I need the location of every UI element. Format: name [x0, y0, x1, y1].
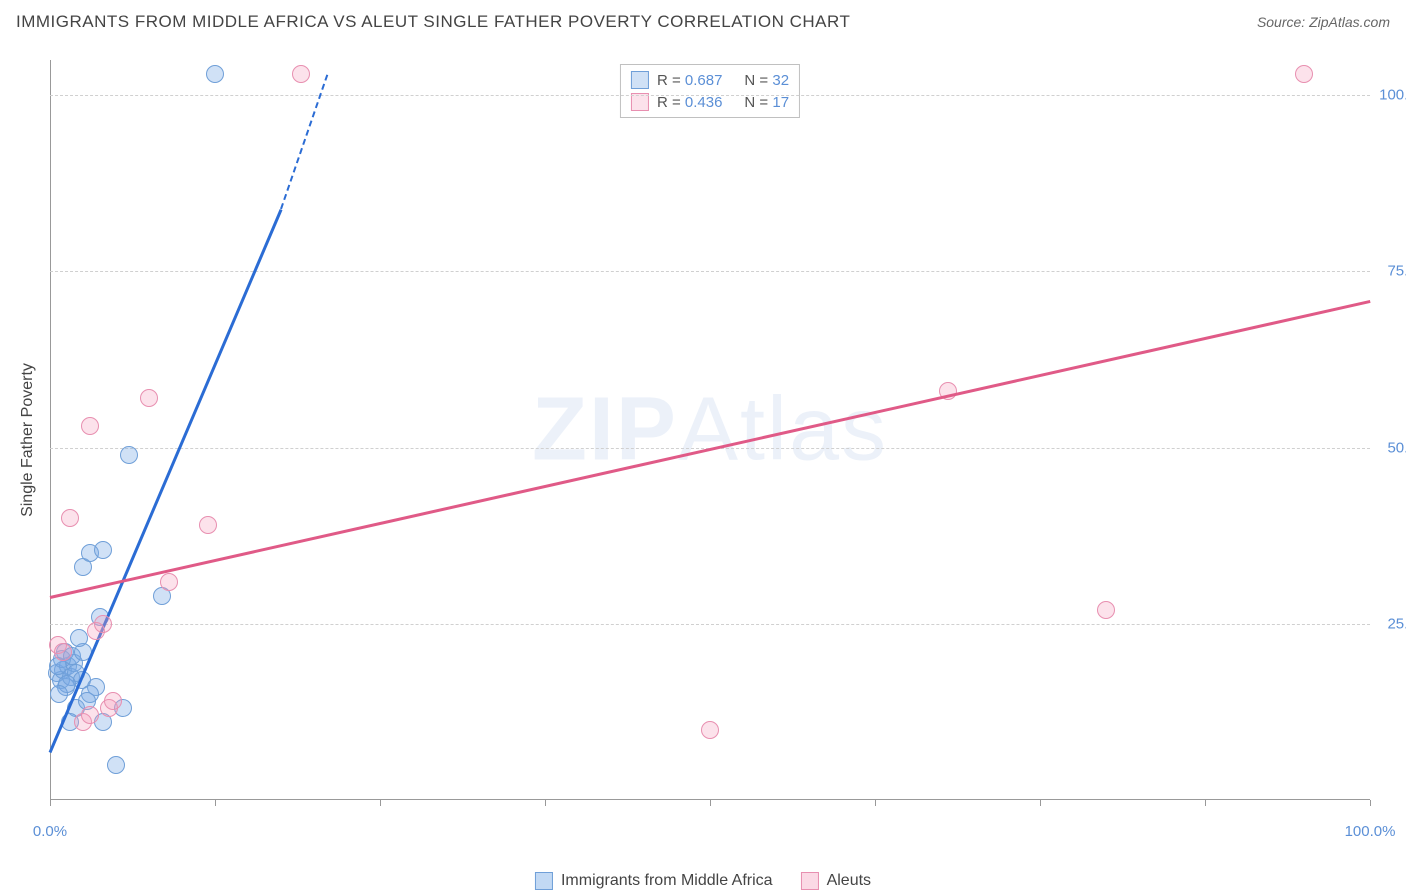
chart-title: IMMIGRANTS FROM MIDDLE AFRICA VS ALEUT S…: [16, 12, 850, 32]
data-point: [140, 389, 158, 407]
x-tick: [1370, 800, 1371, 806]
data-point: [70, 629, 88, 647]
y-tick-label: 100.0%: [1379, 87, 1406, 104]
watermark: ZIPAtlas: [532, 378, 888, 481]
data-point: [104, 692, 122, 710]
x-tick: [545, 800, 546, 806]
data-point: [81, 417, 99, 435]
data-point: [107, 756, 125, 774]
legend-item: Aleuts: [801, 872, 871, 890]
x-tick: [50, 800, 51, 806]
x-tick: [1205, 800, 1206, 806]
x-tick: [1040, 800, 1041, 806]
gridline: [50, 271, 1370, 272]
series-legend: Immigrants from Middle Africa Aleuts: [535, 872, 871, 890]
data-point: [61, 509, 79, 527]
data-point: [94, 615, 112, 633]
data-point: [1097, 601, 1115, 619]
n-value: N = 32: [744, 72, 789, 89]
data-point: [120, 446, 138, 464]
stats-row: R = 0.687 N = 32: [631, 69, 789, 91]
x-tick-label: 0.0%: [33, 823, 67, 840]
legend-swatch: [631, 71, 649, 89]
x-tick: [875, 800, 876, 806]
r-value: R = 0.687: [657, 72, 722, 89]
legend-item: Immigrants from Middle Africa: [535, 872, 773, 890]
y-tick-label: 50.0%: [1387, 439, 1406, 456]
chart-header: IMMIGRANTS FROM MIDDLE AFRICA VS ALEUT S…: [0, 0, 1406, 44]
y-tick-label: 75.0%: [1387, 263, 1406, 280]
data-point: [50, 685, 68, 703]
legend-label: Immigrants from Middle Africa: [561, 872, 773, 890]
correlation-stats-legend: R = 0.687N = 32R = 0.436N = 17: [620, 64, 800, 118]
source-attribution: Source: ZipAtlas.com: [1257, 14, 1390, 30]
data-point: [1295, 65, 1313, 83]
gridline: [50, 624, 1370, 625]
x-tick: [215, 800, 216, 806]
data-point: [292, 65, 310, 83]
legend-swatch: [801, 872, 819, 890]
legend-label: Aleuts: [827, 872, 871, 890]
data-point: [206, 65, 224, 83]
y-axis-label: Single Father Poverty: [19, 363, 37, 517]
data-point: [701, 721, 719, 739]
gridline: [50, 95, 1370, 96]
data-point: [160, 573, 178, 591]
data-point: [81, 706, 99, 724]
x-tick-label: 100.0%: [1345, 823, 1396, 840]
data-point: [94, 541, 112, 559]
x-tick: [380, 800, 381, 806]
trend-line: [50, 300, 1371, 599]
x-tick: [710, 800, 711, 806]
y-tick-label: 25.0%: [1387, 615, 1406, 632]
legend-swatch: [535, 872, 553, 890]
scatter-plot-area: ZIPAtlas R = 0.687N = 32R = 0.436N = 17 …: [50, 60, 1370, 830]
data-point: [199, 516, 217, 534]
data-point: [54, 643, 72, 661]
trend-line: [49, 209, 283, 753]
